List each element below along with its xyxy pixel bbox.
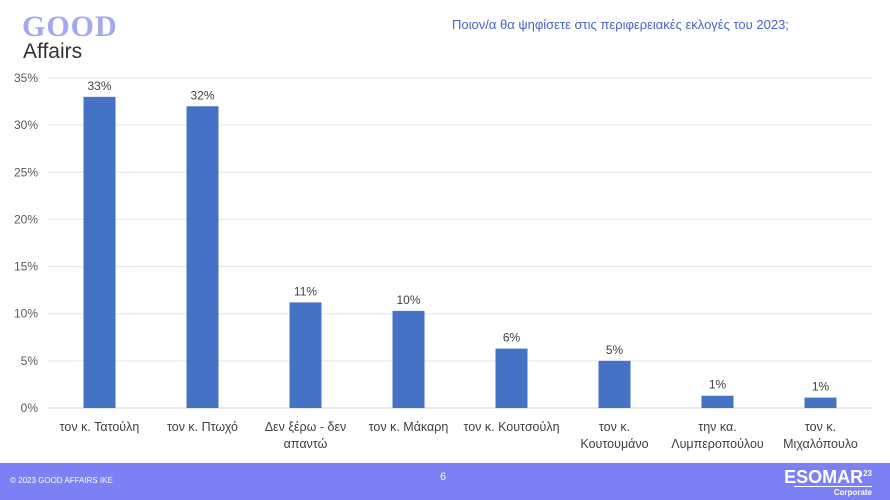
x-tick-label: τον κ. Τατούλη [60,420,140,434]
data-label: 6% [503,331,521,345]
data-label: 33% [87,79,111,93]
x-tick-label: Μιχαλόπουλο [783,437,858,451]
bar [804,397,837,408]
data-label: 32% [190,88,214,102]
logo-good: GOOD [22,10,118,43]
copyright: © 2023 GOOD AFFAIRS IKE [10,476,113,485]
data-label: 11% [294,284,317,298]
bar-chart: 0% 5% 10% 15% 20% 25% 30% 35% 33% τον κ. Τατούλη 3… [14,71,872,451]
bar [392,310,425,408]
x-tick-label: τον κ. [599,420,630,434]
data-label: 1% [709,378,727,392]
data-label: 10% [396,293,420,307]
y-tick-label: 35% [14,71,38,85]
footer: © 2023 GOOD AFFAIRS IKE 6 ESOMAR23 Corpor… [0,463,890,500]
data-label: 5% [606,343,624,357]
x-tick-label: τον κ. Μάκαρη [369,420,449,434]
y-tick-label: 5% [21,354,39,368]
bar [83,96,116,408]
bar [598,360,631,408]
bar [701,395,734,408]
logo-affairs: Affairs [23,40,83,63]
x-tick-label: τον κ. Πτωχό [167,420,238,434]
esomar-logo: ESOMAR23 Corporate [784,465,872,498]
y-tick-label: 25% [14,165,38,179]
x-tick-label: Κουτουμάνο [580,437,648,451]
x-tick-label: Λυμπεροπούλου [671,437,764,451]
bar [289,302,322,408]
y-tick-label: 0% [21,401,39,415]
esomar-text: ESOMAR [784,467,864,487]
x-tick-label: Δεν ξέρω - δεν [265,420,347,434]
esomar-corporate: Corporate [794,486,872,498]
esomar-sup: 23 [863,469,872,478]
page-number: 6 [440,471,447,483]
x-tick-label: τον κ. Κουτσούλη [463,420,559,434]
chart-title: Ποιον/α θα ψηφίσετε στις περιφερειακές ε… [452,17,789,32]
data-label: 1% [812,380,830,394]
bar [495,348,528,408]
y-tick-label: 30% [14,118,38,132]
y-tick-label: 15% [14,260,38,274]
x-tick-label: την κα. [698,420,736,434]
x-tick-label: απαντώ [284,437,328,451]
x-tick-label: τον κ. [805,420,836,434]
y-tick-label: 20% [14,212,38,226]
y-tick-label: 10% [14,307,38,321]
bar [186,106,219,409]
